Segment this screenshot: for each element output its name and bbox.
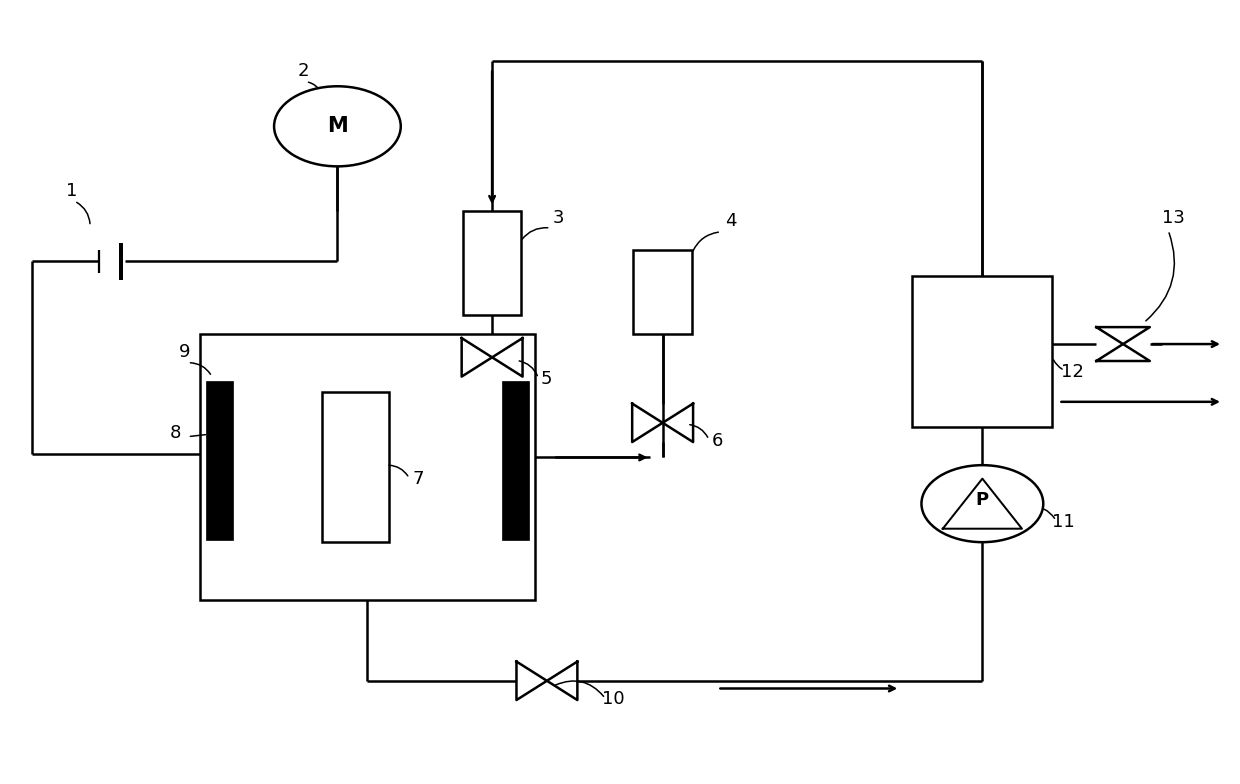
Text: 8: 8 xyxy=(170,424,181,442)
Bar xyxy=(321,392,388,543)
Text: 4: 4 xyxy=(724,212,737,230)
Bar xyxy=(200,334,534,600)
Text: 11: 11 xyxy=(1053,513,1075,531)
Text: M: M xyxy=(327,116,347,136)
Text: 12: 12 xyxy=(1061,362,1084,380)
Bar xyxy=(634,249,692,334)
Circle shape xyxy=(274,86,401,166)
Text: 7: 7 xyxy=(413,470,424,488)
Bar xyxy=(502,381,528,540)
Text: 10: 10 xyxy=(601,690,625,708)
Bar xyxy=(206,381,233,540)
Text: 1: 1 xyxy=(66,182,77,200)
Text: 2: 2 xyxy=(298,62,309,80)
Bar xyxy=(913,277,1053,426)
Text: 13: 13 xyxy=(1162,209,1185,227)
Text: 6: 6 xyxy=(712,432,723,450)
Text: 9: 9 xyxy=(179,343,191,361)
Text: 5: 5 xyxy=(541,370,552,388)
Text: P: P xyxy=(976,491,990,509)
Circle shape xyxy=(921,465,1043,543)
Text: 3: 3 xyxy=(553,209,564,227)
Bar xyxy=(463,211,521,315)
